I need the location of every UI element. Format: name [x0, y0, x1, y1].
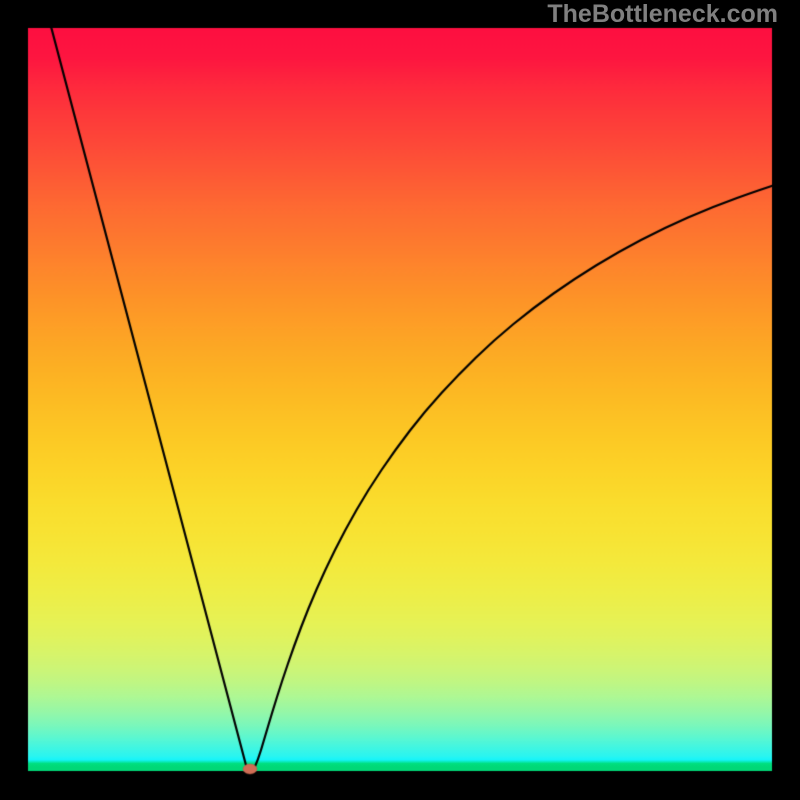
watermark-text: TheBottleneck.com: [547, 0, 778, 29]
chart-curve: [0, 0, 800, 800]
